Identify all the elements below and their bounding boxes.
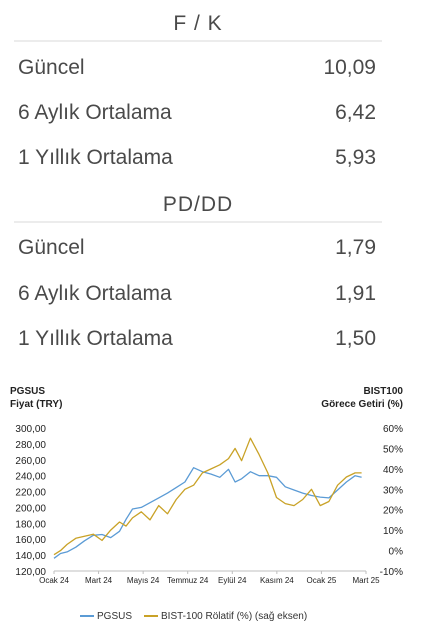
fk-row-6m-avg: 6 Aylık Ortalama 6,42 [14,101,382,133]
right-tick-label: 20% [383,506,403,517]
left-tick-label: 160,00 [15,535,46,546]
pddd-row-value: 1,50 [335,327,376,350]
fk-row-1y-avg: 1 Yıllık Ortalama 5,93 [14,146,382,178]
right-tick-label: -10% [380,567,403,578]
fk-title: F / K [173,12,223,35]
right-axis-title-unit: Görece Getiri (%) [321,399,403,410]
fk-row-label: 6 Aylık Ortalama [18,101,172,124]
pddd-row-current: Güncel 1,79 [14,236,382,268]
left-tick-label: 200,00 [15,503,46,514]
fk-row-label: 1 Yıllık Ortalama [18,146,173,169]
pddd-row-label: 1 Yıllık Ortalama [18,327,173,350]
right-tick-label: 0% [389,547,404,558]
left-tick-label: 300,00 [15,424,46,435]
pddd-row-1y-avg: 1 Yıllık Ortalama 1,50 [14,327,382,359]
series-line-bist100-relative [53,437,362,556]
x-tick-label: Eylül 24 [218,576,247,585]
fk-row-current: Güncel 10,09 [14,56,382,88]
legend-bist-label: BIST-100 Rölatif (%) (sağ eksen) [161,611,307,622]
pddd-row-value: 1,91 [335,282,376,305]
fk-divider [14,40,382,42]
price-chart: PGSUS Fiyat (TRY) BIST100 Görece Getiri … [10,386,404,622]
pddd-row-label: Güncel [18,236,85,259]
series-line-pgsus [53,467,362,559]
pddd-title: PD/DD [162,193,234,216]
legend-pgsus-label: PGSUS [97,611,132,622]
right-tick-label: 10% [383,526,403,537]
left-tick-label: 180,00 [15,519,46,530]
fk-row-value: 6,42 [335,101,376,124]
right-tick-label: 40% [383,465,403,476]
right-axis-title-index: BIST100 [364,386,404,397]
left-axis-title-ticker: PGSUS [10,386,45,397]
left-tick-label: 280,00 [15,440,46,451]
left-tick-label: 240,00 [15,472,46,483]
x-tick-label: Mayıs 24 [127,576,160,585]
left-tick-label: 120,00 [15,567,46,578]
pddd-row-value: 1,79 [335,236,376,259]
x-tick-label: Mart 24 [85,576,113,585]
left-axis-title-unit: Fiyat (TRY) [10,399,62,410]
x-tick-label: Ocak 24 [39,576,69,585]
fk-row-label: Güncel [18,56,85,79]
x-tick-label: Ocak 25 [307,576,337,585]
pddd-divider [14,221,382,223]
x-tick-label: Temmuz 24 [167,576,209,585]
pddd-row-label: 6 Aylık Ortalama [18,282,172,305]
right-tick-label: 50% [383,444,403,455]
right-tick-label: 30% [383,485,403,496]
x-tick-label: Mart 25 [352,576,380,585]
x-tick-label: Kasım 24 [260,576,294,585]
fk-row-value: 10,09 [323,56,376,79]
pddd-row-6m-avg: 6 Aylık Ortalama 1,91 [14,282,382,314]
fk-row-value: 5,93 [335,146,376,169]
left-tick-label: 220,00 [15,488,46,499]
right-tick-label: 60% [383,424,403,435]
left-tick-label: 140,00 [15,551,46,562]
left-tick-label: 260,00 [15,456,46,467]
